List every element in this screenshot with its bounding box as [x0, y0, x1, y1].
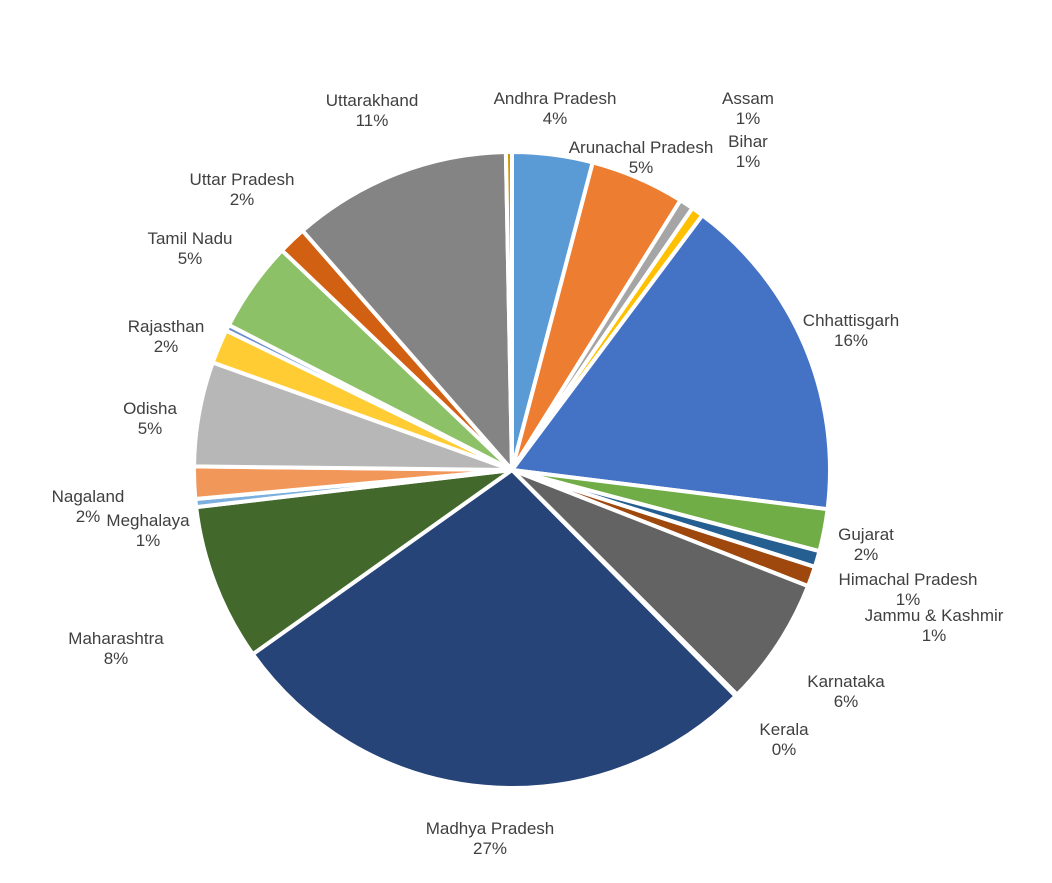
data-label-meghalaya: Meghalaya 1%	[106, 511, 190, 550]
data-label-percent: 11%	[356, 111, 389, 130]
data-label-name: Chhattisgarh	[803, 311, 899, 330]
data-label-percent: 5%	[629, 158, 654, 177]
data-label-uttar-pradesh: Uttar Pradesh 2%	[190, 170, 295, 209]
slices-layer	[192, 150, 832, 790]
data-label-percent: 27%	[473, 839, 507, 858]
data-label-percent: 2%	[154, 337, 179, 356]
data-label-odisha: Odisha 5%	[123, 399, 177, 438]
data-label-himachal-pradesh: Himachal Pradesh 1%	[839, 570, 978, 609]
data-label-name: Uttarakhand	[326, 91, 419, 110]
pie-slice-west-bengal	[503, 150, 514, 472]
data-label-name: Assam	[722, 89, 774, 108]
data-label-name: Karnataka	[807, 672, 885, 691]
pie-slice-chhattisgarh	[510, 213, 832, 512]
data-label-percent: 4%	[543, 109, 568, 128]
data-label-uttarakhand: Uttarakhand 11%	[326, 91, 419, 130]
data-label-name: Arunachal Pradesh	[569, 138, 714, 157]
data-label-name: Uttar Pradesh	[190, 170, 295, 189]
data-label-percent: 1%	[922, 626, 947, 645]
pie-slice-karnataka	[510, 468, 811, 697]
pie-slice-uttarakhand	[300, 150, 514, 472]
pie-slice-madhya-pradesh	[250, 468, 738, 790]
data-label-assam: Assam 1%	[722, 89, 774, 128]
data-label-percent: 5%	[178, 249, 203, 268]
data-label-maharashtra: Maharashtra 8%	[68, 629, 164, 668]
data-label-name: Bihar	[728, 132, 768, 151]
data-label-karnataka: Karnataka 6%	[807, 672, 885, 711]
data-label-name: Meghalaya	[106, 511, 190, 530]
data-label-name: Madhya Pradesh	[426, 819, 555, 838]
data-label-andhra-pradesh: Andhra Pradesh 4%	[494, 89, 617, 128]
data-label-name: Jammu & Kashmir	[865, 606, 1004, 625]
data-label-percent: 0%	[772, 740, 797, 759]
data-label-percent: 1%	[896, 590, 921, 609]
data-label-kerala: Kerala 0%	[759, 720, 809, 759]
data-label-percent: 2%	[76, 507, 101, 526]
data-label-percent: 2%	[230, 190, 255, 209]
pie-slice-maharashtra	[194, 468, 514, 657]
labels-layer: Andhra Pradesh 4%Arunachal Pradesh 5%Assam…	[52, 89, 1004, 858]
data-label-percent: 6%	[834, 692, 859, 711]
data-label-percent: 1%	[736, 109, 761, 128]
data-label-name: Maharashtra	[68, 629, 164, 648]
data-label-nagaland: Nagaland 2%	[52, 487, 125, 526]
data-label-tamil-nadu: Tamil Nadu 5%	[147, 229, 232, 268]
data-label-chhattisgarh: Chhattisgarh 16%	[803, 311, 899, 350]
data-label-percent: 1%	[136, 531, 161, 550]
data-label-percent: 1%	[736, 152, 761, 171]
data-label-madhya-pradesh: Madhya Pradesh 27%	[426, 819, 555, 858]
data-label-percent: 2%	[854, 545, 879, 564]
data-label-name: Himachal Pradesh	[839, 570, 978, 589]
data-label-gujarat: Gujarat 2%	[838, 525, 894, 564]
data-label-name: Odisha	[123, 399, 177, 418]
data-label-name: Kerala	[759, 720, 809, 739]
data-label-rajasthan: Rajasthan 2%	[128, 317, 205, 356]
data-label-name: Gujarat	[838, 525, 894, 544]
data-label-percent: 8%	[104, 649, 129, 668]
data-label-name: Rajasthan	[128, 317, 205, 336]
data-label-name: Andhra Pradesh	[494, 89, 617, 108]
data-label-percent: 16%	[834, 331, 868, 350]
data-label-bihar: Bihar 1%	[728, 132, 768, 171]
data-label-name: Nagaland	[52, 487, 125, 506]
data-label-jammu-kashmir: Jammu & Kashmir 1%	[865, 606, 1004, 645]
data-label-percent: 5%	[138, 419, 163, 438]
data-label-arunachal-pradesh: Arunachal Pradesh 5%	[569, 138, 714, 177]
data-label-name: Tamil Nadu	[147, 229, 232, 248]
